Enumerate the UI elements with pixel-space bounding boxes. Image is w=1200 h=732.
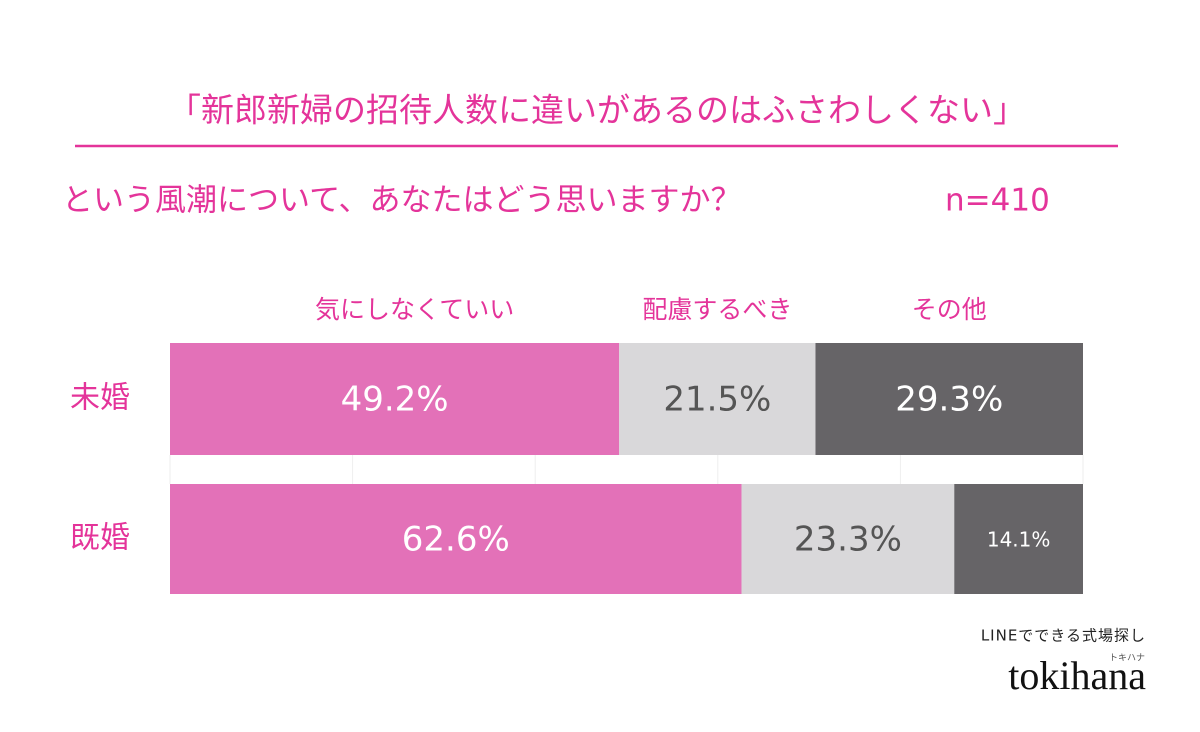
category-label: 未婚 [70,381,130,416]
bar-segment [954,484,1083,594]
value-label: 14.1% [987,528,1051,552]
value-label: 29.3% [895,380,1003,420]
value-label: 21.5% [663,380,771,420]
legend-label: 気にしなくていい [315,295,514,324]
bar-segment [815,343,1083,455]
value-label: 23.3% [794,520,902,560]
category-label: 既婚 [70,521,130,556]
bar-segment [741,484,955,594]
brand-kana: トキハナ [1109,653,1145,664]
chart-title: 「新郎新婦の招待人数に違いがあるのはふさわしくない」 [168,91,1026,130]
brand-logo: tokihana [1008,653,1146,698]
value-label: 49.2% [341,380,449,420]
brand-tagline: LINEでできる式場探し [981,627,1146,645]
value-label: 62.6% [402,520,510,560]
legend-label: その他 [912,295,987,324]
bar-segment [170,484,742,594]
bar-segment [170,343,620,455]
sample-size: n=410 [945,183,1050,219]
chart-subtitle: という風潮について、あなたはどう思いますか？ [62,183,742,219]
bar-segment [619,343,816,455]
legend-label: 配慮するべき [642,295,792,324]
